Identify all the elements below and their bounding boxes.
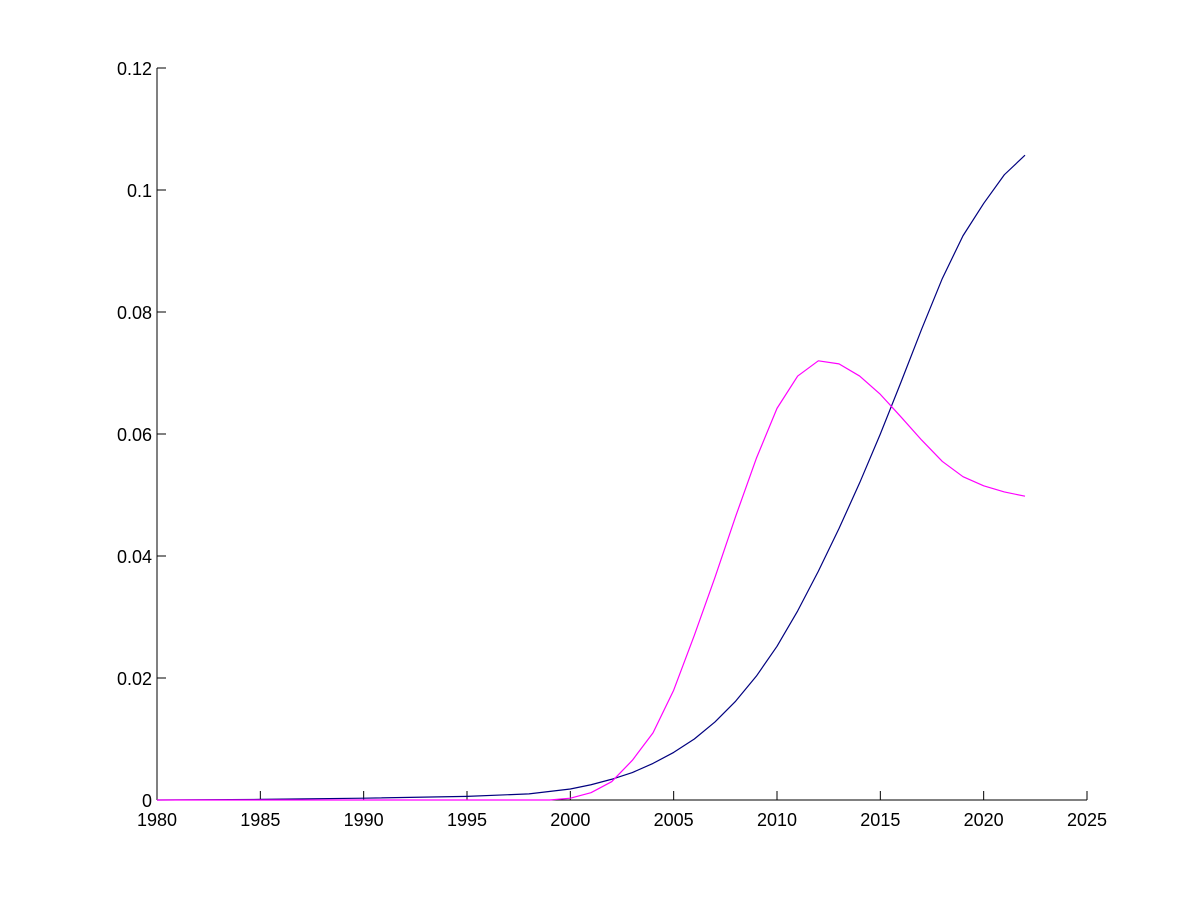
- axes: [156, 67, 1088, 801]
- series-line-1: [156, 154, 1026, 801]
- y-tick-label: 0.04: [117, 547, 152, 567]
- series-line-2: [157, 360, 1026, 801]
- y-tick-label: 0.12: [117, 59, 152, 79]
- y-tick-label: 0.1: [127, 181, 152, 201]
- y-tick-label: 0.08: [117, 303, 152, 323]
- x-tick-label: 2005: [654, 810, 694, 830]
- y-tick-label: 0: [142, 791, 152, 811]
- x-tick-label: 1980: [137, 810, 177, 830]
- x-tick-label: 2000: [550, 810, 590, 830]
- x-tick-label: 2010: [757, 810, 797, 830]
- x-tick-label: 2025: [1067, 810, 1107, 830]
- tick-labels: 1980 1985 1990 1995 2000 2005 2010 2015 2020 2025…: [117, 59, 1107, 830]
- x-tick-label: 1990: [344, 810, 384, 830]
- series-layer: [156, 154, 1026, 801]
- y-tick-label: 0.06: [117, 425, 152, 445]
- x-tick-label: 1995: [447, 810, 487, 830]
- x-tick-label: 2015: [860, 810, 900, 830]
- x-tick-label: 1985: [240, 810, 280, 830]
- y-tick-label: 0.02: [117, 669, 152, 689]
- x-tick-label: 2020: [964, 810, 1004, 830]
